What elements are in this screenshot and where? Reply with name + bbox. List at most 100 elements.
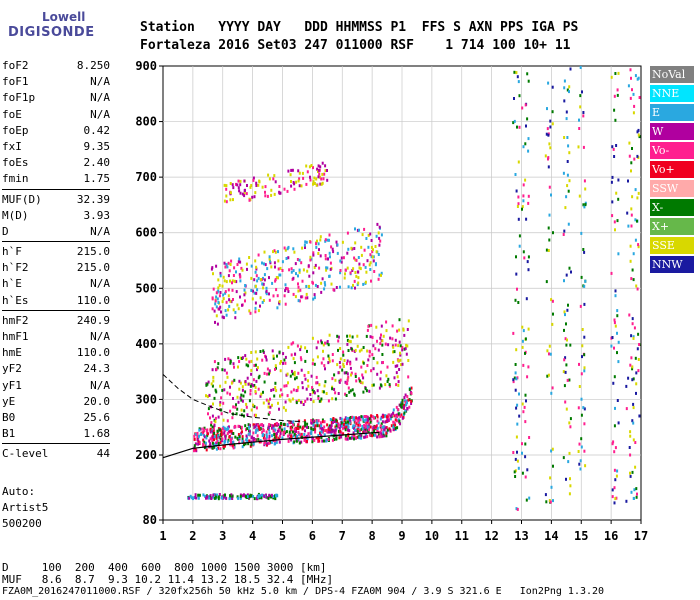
echo-point [256,279,259,283]
echo-point [522,410,525,414]
echo-point [321,430,324,434]
echo-point [568,85,571,89]
echo-point [580,445,583,449]
echo-point [370,369,373,373]
echo-point [254,259,257,263]
echo-point [512,331,515,335]
echo-point [338,426,341,430]
echo-point [330,245,333,249]
echo-point [631,88,633,92]
echo-point [295,180,298,184]
echo-point [272,429,275,433]
echo-point [405,352,408,356]
echo-point [225,300,228,304]
echo-point [548,352,550,356]
echo-point [287,169,290,173]
echo-point [312,251,315,255]
echo-point [317,397,320,400]
echo-point [298,184,301,188]
echo-point [295,401,298,405]
echo-point [218,283,221,287]
echo-point [629,430,632,434]
echo-point [303,373,306,377]
echo-point [210,267,213,271]
echo-point [324,341,327,345]
echo-point [370,245,373,249]
echo-point [580,413,583,417]
echo-point [230,259,233,263]
echo-point [393,350,396,354]
echo-point [328,333,331,337]
param-name: h`F2 [2,261,29,275]
echo-point [279,388,282,392]
echo-point [218,493,221,496]
echo-point [262,351,265,354]
echo-point [376,426,379,430]
echo-point [580,372,583,376]
echo-point [251,297,254,301]
echo-point [239,183,242,187]
echo-point [583,302,586,306]
echo-point [248,360,251,364]
echo-point [579,105,582,109]
echo-point [338,361,341,364]
echo-point [316,239,318,243]
echo-point [547,165,550,169]
echo-point [272,294,275,298]
echo-point [583,407,586,411]
echo-point [236,183,239,187]
echo-point [565,273,568,277]
echo-point [250,443,253,447]
echo-point [327,430,330,434]
echo-point [567,460,570,464]
echo-point [252,384,255,388]
echo-point [360,245,363,249]
echo-point [218,307,221,311]
echo-point [225,184,228,188]
echo-point [290,168,293,172]
echo-point [313,296,316,300]
echo-point [320,436,323,440]
echo-point [251,435,254,439]
auto-code: 500200 [2,517,42,530]
echo-point [272,495,275,498]
param-row: yF1 N/A [2,378,110,394]
param-row: h`F2 215.0 [2,260,110,276]
echo-point [339,271,342,275]
echo-point [272,356,275,360]
distance-line: D 100 200 400 600 800 1000 1500 3000 [km… [2,561,327,574]
echo-point [271,403,273,407]
echo-point [295,434,297,437]
echo-point [278,273,281,277]
echo-point [399,422,401,426]
echo-point [347,425,350,429]
echo-point [405,403,408,407]
echo-point [236,395,239,399]
echo-point [324,238,327,242]
echo-point [284,289,287,293]
echo-point [319,426,322,430]
echo-point [331,247,334,251]
echo-point [366,349,369,353]
echo-point [331,397,334,401]
echo-point [202,444,205,448]
echo-point [631,268,634,272]
echo-point [548,213,551,217]
echo-point [254,350,257,354]
echo-point [331,377,334,381]
echo-point [318,424,321,428]
echo-point [249,392,252,396]
echo-point [290,435,293,438]
echo-point [221,388,224,392]
echo-point [296,258,299,261]
echo-point [516,287,518,291]
echo-point [295,439,298,443]
echo-point [237,356,240,360]
echo-point [215,295,218,299]
echo-point [354,271,357,274]
echo-point [245,495,247,499]
echo-point [323,287,326,291]
echo-point [322,420,324,424]
echo-point [278,425,281,429]
echo-point [214,495,217,499]
